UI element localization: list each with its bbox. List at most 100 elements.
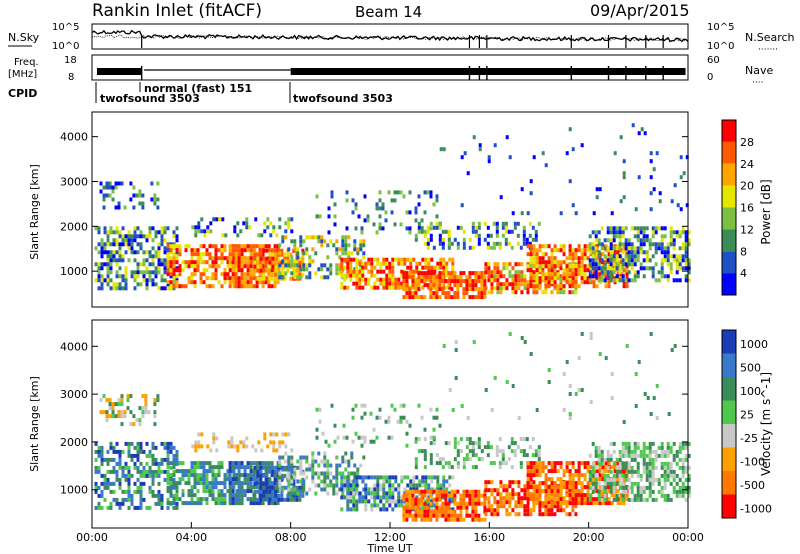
heatmap-cell xyxy=(388,499,392,504)
heatmap-cell xyxy=(606,230,610,235)
heatmap-cell xyxy=(276,489,280,494)
heatmap-cell xyxy=(532,485,536,490)
heatmap-cell xyxy=(249,501,253,506)
heatmap-cell xyxy=(97,485,101,490)
heatmap-cell xyxy=(435,214,439,219)
heatmap-cell xyxy=(271,260,275,265)
heatmap-cell xyxy=(615,234,619,239)
heatmap-cell xyxy=(405,295,409,300)
heatmap-cell xyxy=(293,247,297,252)
heatmap-cell xyxy=(441,501,445,506)
heatmap-cell xyxy=(630,246,634,251)
heatmap-cell xyxy=(202,465,206,470)
heatmap-cell xyxy=(580,489,584,494)
heatmap-cell xyxy=(568,501,572,506)
heatmap-cell xyxy=(175,280,179,285)
heatmap-cell xyxy=(115,473,119,478)
heatmap-cell xyxy=(471,505,475,510)
heatmap-cell xyxy=(580,473,584,478)
heatmap-cell xyxy=(547,280,551,285)
heatmap-cell xyxy=(405,517,409,522)
heatmap-cell xyxy=(580,264,584,269)
heatmap-cell xyxy=(681,485,685,490)
heatmap-cell xyxy=(333,214,337,219)
heatmap-cell xyxy=(429,279,433,284)
heatmap-cell xyxy=(621,266,625,271)
heatmap-cell xyxy=(311,467,315,472)
heatmap-cell xyxy=(541,512,545,517)
heatmap-cell xyxy=(519,245,523,250)
heatmap-cell xyxy=(278,225,282,230)
heatmap-cell xyxy=(394,281,398,286)
heatmap-cell xyxy=(433,487,437,492)
heatmap-cell xyxy=(496,492,500,497)
heatmap-cell xyxy=(361,499,365,504)
heatmap-cell xyxy=(151,258,155,263)
heatmap-cell xyxy=(261,284,265,289)
heatmap-cell xyxy=(237,244,241,249)
heatmap-cell xyxy=(672,489,676,494)
heatmap-cell xyxy=(342,435,346,440)
heatmap-cell xyxy=(645,258,649,263)
heatmap-cell xyxy=(142,473,146,478)
heatmap-cell xyxy=(317,267,321,272)
heatmap-cell xyxy=(214,268,218,273)
heatmap-cell xyxy=(115,461,119,466)
heatmap-cell xyxy=(355,277,359,282)
heatmap-cell xyxy=(603,481,607,486)
heatmap-cell xyxy=(150,197,154,202)
heatmap-cell xyxy=(630,481,634,486)
heatmap-cell xyxy=(444,295,448,300)
heatmap-cell xyxy=(472,340,476,344)
heatmap-cell xyxy=(435,225,439,230)
heatmap-cell xyxy=(106,477,110,482)
heatmap-cell xyxy=(364,495,368,500)
heatmap-cell xyxy=(217,256,221,261)
heatmap-cell xyxy=(493,266,497,271)
heatmap-cell xyxy=(255,284,259,289)
heatmap-cell xyxy=(301,272,305,277)
colorbar-swatch xyxy=(722,447,736,471)
heatmap-cell xyxy=(441,237,445,242)
heatmap-cell xyxy=(160,505,164,510)
heatmap-cell xyxy=(565,280,569,285)
heatmap-cell xyxy=(160,226,164,231)
heatmap-cell xyxy=(675,270,679,275)
heatmap-cell xyxy=(160,493,164,498)
heatmap-cell xyxy=(681,489,685,494)
heatmap-cell xyxy=(559,244,563,249)
heatmap-cell xyxy=(400,285,404,290)
heatmap-cell xyxy=(538,268,542,273)
heatmap-cell xyxy=(442,147,446,152)
heatmap-cell xyxy=(666,258,670,263)
heatmap-cell xyxy=(598,352,602,356)
heatmap-cell xyxy=(456,517,460,522)
heatmap-cell xyxy=(651,242,655,247)
heatmap-cell xyxy=(588,278,592,283)
heatmap-cell xyxy=(612,246,616,251)
heatmap-cell xyxy=(672,238,676,243)
heatmap-cell xyxy=(529,276,533,281)
heatmap-cell xyxy=(565,461,569,466)
heatmap-cell xyxy=(477,489,481,494)
heatmap-cell xyxy=(403,503,407,508)
heatmap-cell xyxy=(627,246,631,251)
heatmap-cell xyxy=(231,248,235,253)
heatmap-cell xyxy=(258,461,262,466)
heatmap-cell xyxy=(114,414,118,419)
heatmap-cell xyxy=(243,477,247,482)
heatmap-cell xyxy=(612,254,616,259)
heatmap-cell xyxy=(627,254,631,259)
heatmap-cell xyxy=(112,489,116,494)
heatmap-cell xyxy=(553,264,557,269)
heatmap-cell xyxy=(453,501,457,506)
heatmap-cell xyxy=(654,230,658,235)
heatmap-cell xyxy=(642,234,646,239)
heatmap-cell xyxy=(603,238,607,243)
heatmap-cell xyxy=(550,465,554,470)
heatmap-cell xyxy=(175,461,179,466)
heatmap-cell xyxy=(493,508,497,513)
heatmap-cell xyxy=(265,276,269,281)
heatmap-cell xyxy=(124,461,128,466)
heatmap-cell xyxy=(441,291,445,296)
